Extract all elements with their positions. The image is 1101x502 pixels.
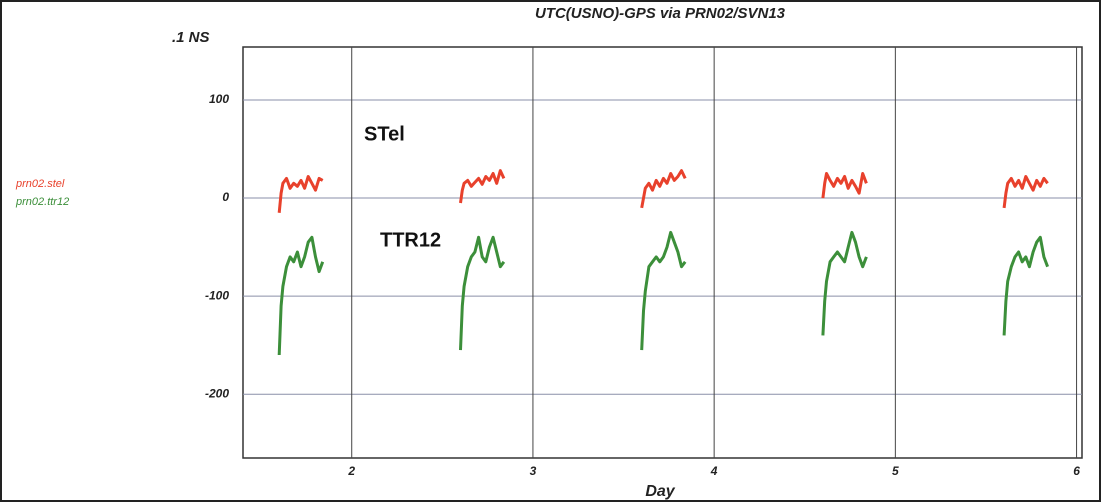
plot-area: [242, 46, 1083, 459]
x-tick-label: 4: [710, 464, 718, 478]
x-tick-label: 5: [892, 464, 899, 478]
legend-entry: prn02.stel: [15, 178, 65, 190]
annotation: TTR12: [380, 229, 441, 251]
y-tick-label: 0: [222, 190, 229, 204]
x-axis-label: Day: [645, 483, 675, 500]
annotation: STel: [364, 123, 405, 145]
x-tick-label: 3: [530, 464, 537, 478]
legend-entry: prn02.ttr12: [15, 196, 69, 208]
y-tick-label: -100: [205, 288, 229, 302]
y-axis-label: .1 NS: [172, 29, 210, 46]
x-tick-label: 6: [1073, 464, 1080, 478]
data-line: [277, 169, 1049, 213]
chart-title: UTC(USNO)-GPS via PRN02/SVN13: [535, 5, 786, 22]
y-tick-label: 100: [209, 92, 229, 106]
y-tick-label: -200: [205, 386, 229, 400]
x-tick-label: 2: [347, 464, 355, 478]
data-line: [277, 230, 1050, 356]
